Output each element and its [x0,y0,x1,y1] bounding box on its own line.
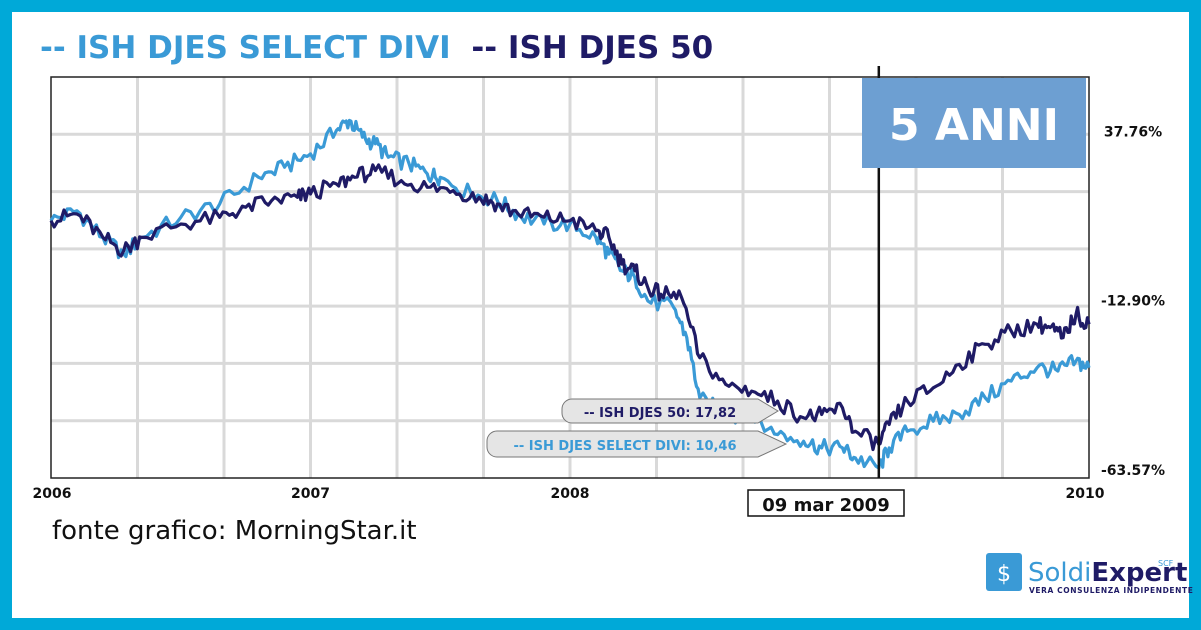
y-tick-label: -63.57% [1101,463,1165,479]
logo-name-expert: Expert [1091,558,1187,588]
dollar-icon [986,553,1022,591]
callout-djes50: -- ISH DJES 50: 17,82 [561,398,779,424]
logo-tagline: VERA CONSULENZA INDIPENDENTE [1029,586,1193,595]
y-tick-label: -12.90% [1101,294,1165,310]
callout-select-divi-label: -- ISH DJES SELECT DIVI: 10,46 [513,439,736,454]
marker-date-box [747,489,905,517]
period-badge-label: 5 ANNI [889,100,1059,151]
svg-text:SoldiExpert: SoldiExpert [1028,558,1187,588]
series-line-djes50 [49,163,1091,452]
series-line-select-divi [49,118,1091,470]
x-tick-label: 2008 [551,486,590,502]
period-badge [862,78,1086,168]
callout-djes50-label: -- ISH DJES 50: 17,82 [584,406,736,421]
source-caption: fonte grafico: MorningStar.it [52,516,417,546]
logo-superscript: SCF [1158,559,1174,568]
logo-name-soldi: Soldi [1028,558,1091,588]
callout-select-divi: -- ISH DJES SELECT DIVI: 10,46 [486,430,788,458]
title-series-djes50: -- ISH DJES 50 [471,30,713,66]
x-tick-label: 2007 [291,486,330,502]
marker-date-label: 09 mar 2009 [762,495,889,516]
soldiexpert-logo: $ SoldiExpert SCF VERA CONSULENZA INDIPE… [986,553,1193,595]
plot-frame [50,76,1090,479]
y-axis-ticks: 37.76% -12.90% -63.57% [1101,124,1165,479]
title-series-select-divi: -- ISH DJES SELECT DIVI [40,30,451,66]
svg-text:-- ISH DJES SELECT DIVI --: -- ISH DJES SELECT DIVI -- ISH DJES 50 [40,30,713,66]
svg-text:$: $ [997,562,1011,587]
x-tick-label: 2010 [1066,486,1105,502]
x-axis-ticks: 2006 2007 2008 2010 [33,486,1105,502]
y-tick-label: 37.76% [1104,124,1162,140]
series-layer [49,118,1091,470]
x-tick-label: 2006 [33,486,72,502]
